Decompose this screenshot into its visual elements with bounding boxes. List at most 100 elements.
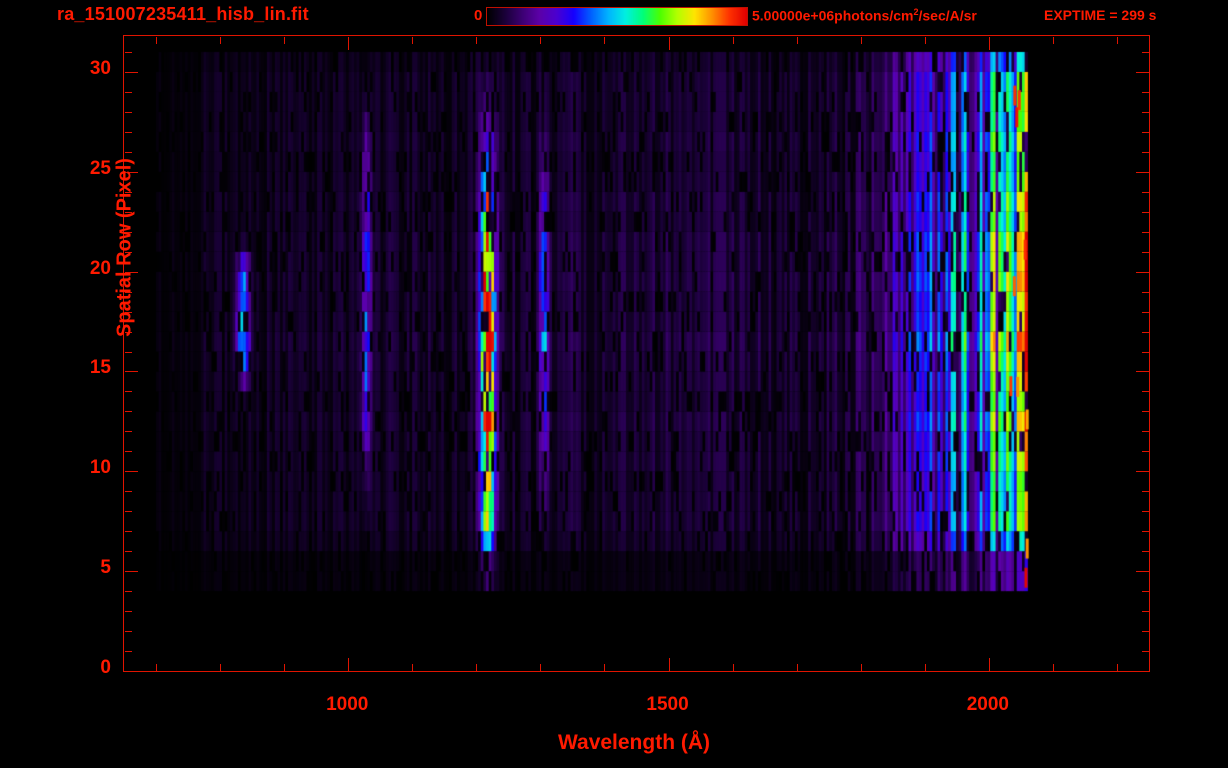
y-tick-label: 20 xyxy=(89,257,111,279)
y-minor-tick-right xyxy=(1142,391,1149,393)
y-minor-tick xyxy=(125,591,132,593)
x-axis-title: Wavelength (Å) xyxy=(557,731,711,754)
y-minor-tick-right xyxy=(1142,91,1149,93)
y-major-tick xyxy=(125,371,138,373)
y-major-tick xyxy=(125,71,138,73)
y-minor-tick-right xyxy=(1142,651,1149,653)
x-minor-tick xyxy=(732,664,734,671)
x-tick-label: 1000 xyxy=(326,694,369,715)
x-minor-tick xyxy=(540,664,542,671)
y-major-tick-right xyxy=(1136,671,1149,672)
x-tick-label: 1500 xyxy=(646,694,689,715)
y-minor-tick-right xyxy=(1142,311,1149,313)
x-minor-tick xyxy=(860,664,862,671)
y-minor-tick xyxy=(125,211,132,213)
x-minor-tick xyxy=(476,664,478,671)
x-minor-tick-top xyxy=(284,37,286,44)
y-major-tick xyxy=(125,271,138,273)
y-tick-label: 25 xyxy=(89,157,111,179)
x-minor-tick-top xyxy=(604,37,606,44)
y-tick-label: 10 xyxy=(89,457,111,479)
y-minor-tick-right xyxy=(1142,511,1149,513)
colorbar-units-exponent: 2 xyxy=(913,7,919,17)
y-axis-title: Spatial Row (Pixel) xyxy=(113,158,136,337)
y-minor-tick-right xyxy=(1142,451,1149,453)
y-minor-tick-right xyxy=(1142,591,1149,593)
x-major-tick xyxy=(988,658,990,671)
y-tick-label: 15 xyxy=(89,357,111,379)
y-minor-tick xyxy=(125,251,132,253)
y-major-tick xyxy=(125,471,138,473)
y-minor-tick-right xyxy=(1142,631,1149,633)
y-minor-tick xyxy=(125,651,132,653)
y-minor-tick-right xyxy=(1142,51,1149,53)
x-minor-tick-top xyxy=(540,37,542,44)
y-minor-tick xyxy=(125,111,132,113)
y-major-tick xyxy=(125,171,138,173)
colorbar xyxy=(486,7,748,26)
y-minor-tick xyxy=(125,511,132,513)
y-minor-tick-right xyxy=(1142,611,1149,613)
y-major-tick-right xyxy=(1136,271,1149,273)
y-minor-tick-right xyxy=(1142,291,1149,293)
x-major-tick-top xyxy=(668,37,670,50)
y-major-tick-right xyxy=(1136,71,1149,73)
x-minor-tick xyxy=(156,664,158,671)
x-minor-tick-top xyxy=(156,37,158,44)
y-tick-label: 30 xyxy=(89,57,111,79)
y-minor-tick xyxy=(125,551,132,553)
y-minor-tick xyxy=(125,151,132,153)
x-minor-tick xyxy=(924,664,926,671)
x-minor-tick xyxy=(220,664,222,671)
spectrogram-heatmap xyxy=(124,36,1149,671)
x-minor-tick-top xyxy=(1116,37,1118,44)
y-minor-tick xyxy=(125,631,132,633)
y-minor-tick xyxy=(125,411,132,413)
x-minor-tick-top xyxy=(796,37,798,44)
y-minor-tick-right xyxy=(1142,351,1149,353)
plot-frame xyxy=(123,35,1150,672)
y-minor-tick xyxy=(125,431,132,433)
y-major-tick xyxy=(125,671,138,672)
x-minor-tick xyxy=(796,664,798,671)
y-minor-tick-right xyxy=(1142,551,1149,553)
y-minor-tick xyxy=(125,131,132,133)
y-minor-tick xyxy=(125,491,132,493)
y-minor-tick-right xyxy=(1142,431,1149,433)
page-title: ra_151007235411_hisb_lin.fit xyxy=(57,4,309,24)
x-minor-tick-top xyxy=(476,37,478,44)
x-minor-tick xyxy=(1116,664,1118,671)
y-minor-tick-right xyxy=(1142,251,1149,253)
x-minor-tick-top xyxy=(924,37,926,44)
x-minor-tick xyxy=(604,664,606,671)
colorbar-max-value: 5.00000e+06 xyxy=(752,7,835,24)
y-minor-tick-right xyxy=(1142,191,1149,193)
colorbar-units-suffix: /sec/A/sr xyxy=(918,7,977,24)
x-minor-tick xyxy=(412,664,414,671)
y-minor-tick-right xyxy=(1142,151,1149,153)
x-minor-tick xyxy=(284,664,286,671)
y-minor-tick xyxy=(125,531,132,533)
x-minor-tick-top xyxy=(412,37,414,44)
x-tick-label: 2000 xyxy=(966,694,1009,715)
y-minor-tick-right xyxy=(1142,231,1149,233)
y-minor-tick xyxy=(125,391,132,393)
x-minor-tick-top xyxy=(220,37,222,44)
y-minor-tick-right xyxy=(1142,531,1149,533)
y-minor-tick-right xyxy=(1142,411,1149,413)
x-minor-tick-top xyxy=(1052,37,1054,44)
y-minor-tick xyxy=(125,51,132,53)
y-minor-tick xyxy=(125,451,132,453)
x-major-tick xyxy=(668,658,670,671)
y-minor-tick-right xyxy=(1142,331,1149,333)
y-minor-tick xyxy=(125,351,132,353)
y-major-tick xyxy=(125,571,138,573)
y-minor-tick xyxy=(125,611,132,613)
exptime-label: EXPTIME = 299 s xyxy=(1044,7,1157,23)
colorbar-units-prefix: photons/cm xyxy=(834,7,914,24)
y-tick-label: 5 xyxy=(100,557,111,579)
y-major-tick-right xyxy=(1136,571,1149,573)
y-tick-label: 0 xyxy=(100,657,111,678)
y-minor-tick-right xyxy=(1142,131,1149,133)
